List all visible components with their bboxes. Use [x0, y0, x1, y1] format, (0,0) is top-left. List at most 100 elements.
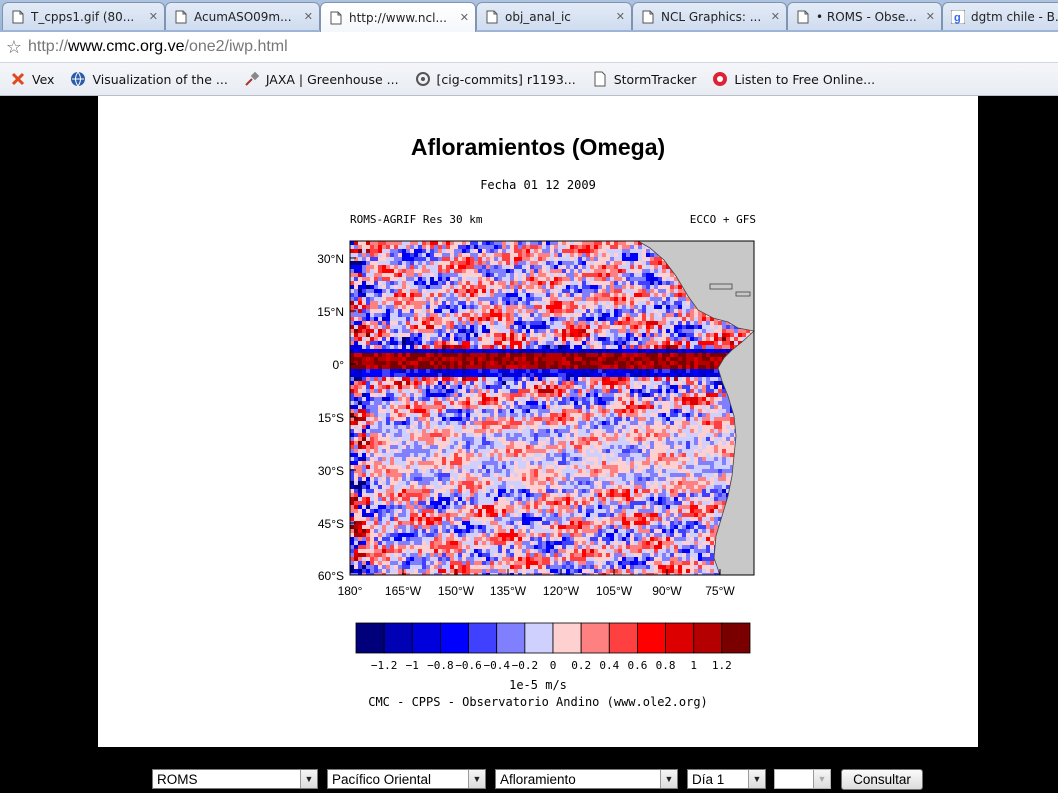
colorbar-swatch — [608, 622, 638, 654]
chevron-down-icon[interactable]: ▼ — [300, 770, 317, 788]
radio-icon — [712, 71, 728, 87]
colorbar-swatch — [355, 622, 385, 654]
colorbar-swatch — [637, 622, 666, 654]
colorbar-tick-label: −0.2 — [512, 659, 539, 672]
colorbar-tick-label: −0.8 — [427, 659, 454, 672]
close-icon[interactable]: ✕ — [148, 10, 158, 23]
tab-label: http://www.ncl... — [349, 10, 447, 25]
bookmark-star-icon[interactable]: ☆ — [5, 36, 23, 58]
colorbar-tick-label: 0.2 — [571, 659, 591, 672]
page-icon — [174, 10, 188, 24]
page-icon — [329, 11, 343, 25]
browser-tab[interactable]: T_cpps1.gif (80... ✕ — [2, 2, 165, 30]
bookmark-item[interactable]: Vex — [10, 71, 54, 87]
page-content: Afloramientos (Omega) Fecha 01 12 2009 R… — [0, 96, 1058, 793]
lon-tick-label: 75°W — [705, 584, 735, 598]
lon-tick-label: 120°W — [543, 584, 580, 598]
model-select[interactable]: ROMS ▼ — [152, 769, 318, 789]
chevron-down-icon[interactable]: ▼ — [468, 770, 485, 788]
colorbar-swatch — [721, 622, 751, 654]
lon-tick-label: 105°W — [596, 584, 633, 598]
bookmark-item[interactable]: StormTracker — [592, 71, 696, 87]
bookmark-item[interactable]: Visualization of the ... — [70, 71, 228, 87]
land-polygon — [735, 291, 751, 297]
page-icon — [796, 10, 810, 24]
page-icon — [485, 10, 499, 24]
bookmark-label: [cig-commits] r1193... — [436, 71, 576, 87]
lon-tick-label: 150°W — [438, 584, 475, 598]
browser-tab[interactable]: obj_anal_ic ✕ — [476, 2, 632, 30]
land-polygon — [709, 283, 733, 290]
model-label: ROMS-AGRIF Res 30 km — [350, 213, 483, 226]
bookmark-item[interactable]: [cig-commits] r1193... — [415, 71, 576, 87]
colorbar-swatch — [440, 622, 469, 654]
colorbar-swatch — [411, 622, 441, 654]
page-icon — [11, 10, 25, 24]
bookmark-label: Listen to Free Online... — [734, 71, 876, 87]
lon-tick-label: 90°W — [652, 584, 682, 598]
variable-select[interactable]: Afloramiento ▼ — [495, 769, 678, 789]
forcing-label: ECCO + GFS — [689, 213, 756, 226]
figure-credit: CMC - CPPS - Observatorio Andino (www.ol… — [368, 695, 708, 709]
colorbar-swatch — [580, 622, 610, 654]
svg-text:g: g — [954, 12, 961, 24]
close-icon[interactable]: ✕ — [925, 10, 935, 23]
chevron-down-icon[interactable]: ▼ — [660, 770, 677, 788]
lon-tick-label: 165°W — [385, 584, 422, 598]
colorbar-tick-label: −0.6 — [455, 659, 482, 672]
lat-tick-label: 30°N — [317, 252, 344, 266]
chevron-down-icon[interactable]: ▼ — [813, 770, 830, 788]
region-select[interactable]: Pacífico Oriental ▼ — [327, 769, 486, 789]
tab-label: NCL Graphics: ... — [661, 9, 762, 24]
query-form: ROMS ▼ Pacífico Oriental ▼ Afloramiento … — [0, 769, 1058, 791]
extra-select[interactable]: ▼ — [774, 769, 831, 789]
bookmark-item[interactable]: JAXA | Greenhouse ... — [244, 71, 399, 87]
tab-strip: T_cpps1.gif (80... ✕ AcumASO09m... ✕ http://… — [0, 0, 1058, 32]
colorbar-swatch — [524, 622, 554, 654]
close-icon[interactable]: ✕ — [303, 10, 313, 23]
model-select-value: ROMS — [157, 771, 198, 787]
longitude-axis: 180° 165°W 150°W 135°W 120°W 105°W 90°W 75°W — [338, 569, 735, 598]
colorbar-swatch — [496, 622, 526, 654]
page-icon — [592, 71, 608, 87]
land-mass — [637, 241, 754, 575]
lon-tick-label: 180° — [338, 584, 363, 598]
browser-tab[interactable]: NCL Graphics: ... ✕ — [632, 2, 787, 30]
colorbar-tick-label: −1 — [406, 659, 419, 672]
lat-tick-label: 15°N — [317, 305, 344, 319]
tab-label: dgtm chile - B... — [971, 9, 1058, 24]
colorbar-tick-label: 0.4 — [599, 659, 619, 672]
colorbar-tick-label: −0.4 — [483, 659, 510, 672]
browser-tab[interactable]: AcumASO09m... ✕ — [165, 2, 320, 30]
day-select-value: Día 1 — [692, 771, 725, 787]
browser-tab[interactable]: http://www.ncl... ✕ — [320, 2, 476, 32]
tab-label: obj_anal_ic — [505, 9, 571, 24]
close-icon[interactable]: ✕ — [770, 10, 780, 23]
day-select[interactable]: Día 1 ▼ — [687, 769, 766, 789]
colorbar-units: 1e-5 m/s — [509, 678, 567, 692]
bookmark-label: Vex — [32, 71, 55, 87]
close-icon[interactable]: ✕ — [459, 11, 469, 24]
colorbar-tick-label: 0.6 — [627, 659, 647, 672]
latitude-axis: 30°N 15°N 0° 15°S 30°S 45°S 60°S — [317, 252, 356, 583]
url-scheme: http:// — [28, 38, 69, 55]
colorbar-tick-label: 1.2 — [712, 659, 732, 672]
url-field[interactable]: http://www.cmc.org.ve/one2/iwp.html — [28, 38, 288, 56]
close-icon[interactable]: ✕ — [615, 10, 625, 23]
bookmark-label: JAXA | Greenhouse ... — [265, 71, 399, 87]
tab-label: T_cpps1.gif (80... — [31, 9, 135, 24]
address-bar: ☆ http://www.cmc.org.ve/one2/iwp.html — [0, 32, 1058, 63]
chevron-down-icon[interactable]: ▼ — [748, 770, 765, 788]
browser-tab[interactable]: • ROMS - Obse... ✕ — [787, 2, 942, 30]
lat-tick-label: 60°S — [318, 569, 344, 583]
google-icon: g — [950, 9, 966, 24]
colorbar-tick-label: 0 — [550, 659, 557, 672]
colorbar-swatch — [383, 622, 413, 654]
bookmarks-bar: Vex Visualization of the ... JAXA | Greenh… — [0, 63, 1058, 96]
land-polygon — [713, 330, 754, 575]
bookmark-item[interactable]: Listen to Free Online... — [712, 71, 875, 87]
lat-tick-label: 45°S — [318, 517, 344, 531]
lat-tick-label: 30°S — [318, 464, 344, 478]
submit-button[interactable]: Consultar — [841, 769, 923, 790]
